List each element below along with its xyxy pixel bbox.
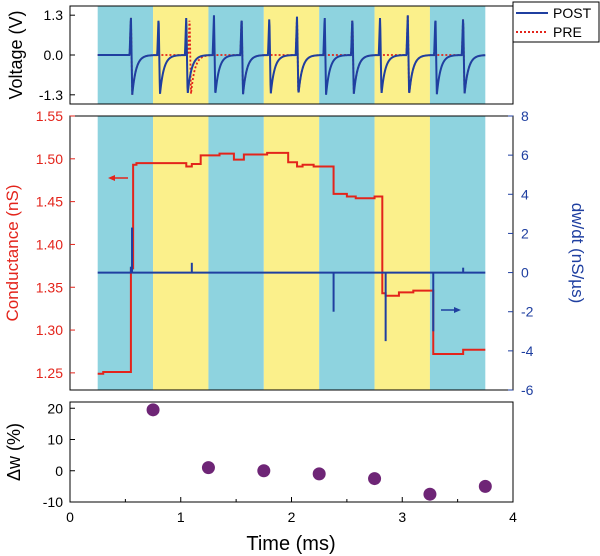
conductance-traces xyxy=(97,151,486,375)
x-tick-label: 0 xyxy=(66,509,74,525)
dw-y-label: Δw (%) xyxy=(4,423,24,481)
conductance-panel: 1.25 1.30 1.35 1.40 1.45 1.50 1.55 -6 -4 -2 0 2 4 6 8… xyxy=(3,108,587,398)
time-x-ticks: 0 1 2 3 4 xyxy=(66,497,517,525)
conductance-y-label: Conductance (nS) xyxy=(3,184,22,321)
y2-tick-label: 6 xyxy=(521,147,529,163)
dw-point xyxy=(146,403,160,417)
voltage-legend: POST PRE xyxy=(512,1,600,43)
y-tick-label: 1.55 xyxy=(36,108,63,124)
post-series-line xyxy=(97,15,486,95)
y-tick-label: 20 xyxy=(47,400,63,416)
background-band xyxy=(153,116,209,390)
dw-frame xyxy=(69,401,514,503)
y-tick-label: 0 xyxy=(55,463,63,479)
y2-tick-label: -2 xyxy=(521,304,534,320)
conductance-frame xyxy=(69,115,514,391)
background-band xyxy=(97,116,154,390)
legend-post-label: POST xyxy=(553,5,592,21)
y-tick-label: 1.30 xyxy=(36,322,63,338)
dw-point xyxy=(201,461,215,475)
y-tick-label: 1.40 xyxy=(36,236,63,252)
background-band xyxy=(429,116,486,390)
x-tick-label: 1 xyxy=(177,509,185,525)
dw-point xyxy=(368,472,382,486)
y-tick-label: 0.0 xyxy=(44,47,64,63)
y-tick-label: -1.3 xyxy=(39,87,63,103)
dw-point xyxy=(257,464,271,478)
y2-tick-label: 0 xyxy=(521,265,529,281)
y2-tick-label: 4 xyxy=(521,186,529,202)
y2-tick-label: 2 xyxy=(521,225,529,241)
y2-tick-label: 8 xyxy=(521,108,529,124)
legend-pre-label: PRE xyxy=(553,24,582,40)
background-band xyxy=(319,116,375,390)
dw-point xyxy=(423,487,437,501)
x-tick-label: 2 xyxy=(288,509,296,525)
dw-point xyxy=(312,467,326,481)
voltage-panel: -1.3 0.0 1.3 Voltage (V) POST PRE xyxy=(6,1,600,105)
time-x-label: Time (ms) xyxy=(246,533,335,555)
conductance-y-ticks: 1.25 1.30 1.35 1.40 1.45 1.50 1.55 xyxy=(36,108,75,381)
x-tick-label: 4 xyxy=(509,509,517,525)
background-band xyxy=(263,116,320,390)
dwdt-y-label: dw/dt (nS/µs) xyxy=(568,203,587,304)
conductance-series-line xyxy=(97,151,486,375)
y2-tick-label: -4 xyxy=(521,343,534,359)
y-tick-label: 10 xyxy=(47,432,63,448)
conductance-background-bands xyxy=(97,116,486,390)
y-tick-label: 1.45 xyxy=(36,194,63,210)
left-axis-arrow xyxy=(108,175,128,181)
dwdt-y-ticks: -6 -4 -2 0 2 4 6 8 xyxy=(508,108,534,398)
y2-tick-label: -6 xyxy=(521,382,534,398)
x-tick-label: 3 xyxy=(398,509,406,525)
dw-points xyxy=(146,403,492,501)
y-tick-label: -10 xyxy=(43,494,63,510)
background-band xyxy=(374,116,430,390)
voltage-y-ticks: -1.3 0.0 1.3 xyxy=(39,7,75,103)
y-tick-label: 1.35 xyxy=(36,279,63,295)
dw-point xyxy=(478,479,492,493)
y-tick-label: 1.25 xyxy=(36,365,63,381)
voltage-traces xyxy=(97,15,486,95)
voltage-y-label: Voltage (V) xyxy=(6,10,26,99)
y-tick-label: 1.3 xyxy=(44,7,64,23)
y-tick-label: 1.50 xyxy=(36,151,63,167)
dw-y-ticks: -10 0 10 20 xyxy=(43,400,75,510)
legend-box xyxy=(512,1,600,43)
background-band xyxy=(208,116,264,390)
right-axis-arrow xyxy=(441,307,461,313)
